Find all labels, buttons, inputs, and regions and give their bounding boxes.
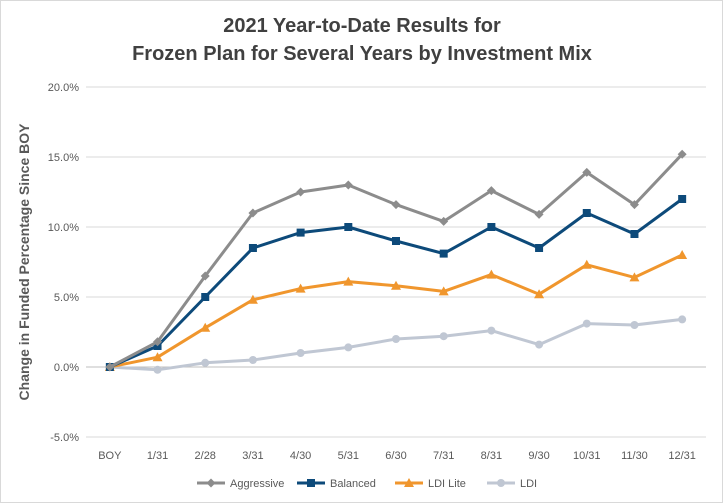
legend-label: LDI (520, 478, 537, 490)
y-tick-label: 5.0% (54, 292, 79, 304)
data-point (201, 293, 210, 301)
data-point (344, 223, 353, 231)
legend-item-balanced: Balanced (297, 478, 376, 490)
x-tick-label: 9/30 (528, 450, 549, 462)
data-point (248, 208, 258, 218)
data-point (486, 269, 497, 279)
data-point (582, 209, 591, 217)
data-point (344, 343, 353, 352)
x-tick-label: 7/31 (433, 450, 454, 462)
legend-label: Aggressive (230, 478, 284, 490)
series-line-ldi (109, 317, 683, 372)
y-axis-title: Change in Funded Percentage Since BOY (16, 123, 32, 401)
x-tick-label: 12/31 (668, 450, 696, 462)
y-tick-label: 15.0% (48, 152, 79, 164)
legend-item-ldi-lite: LDI Lite (395, 478, 466, 490)
data-point (343, 276, 354, 286)
chart-title: 2021 Year-to-Date Results for Frozen Plan… (132, 15, 592, 65)
data-point (439, 216, 449, 226)
x-tick-label: 1/31 (147, 450, 168, 462)
data-point (296, 187, 306, 197)
x-tick-label: 6/30 (385, 450, 406, 462)
data-point (677, 149, 687, 159)
data-point (152, 352, 163, 362)
data-point (248, 356, 257, 364)
data-point (153, 365, 162, 374)
data-point (582, 167, 592, 177)
data-point (629, 272, 640, 282)
legend: Aggressive Balanced LDI Lite LDI (197, 478, 537, 490)
y-tick-label: 0.0% (54, 362, 79, 374)
x-tick-label: BOY (98, 450, 122, 462)
data-point (391, 280, 401, 290)
y-tick-label: 20.0% (48, 82, 79, 94)
y-tick-label: -5.0% (50, 432, 79, 444)
data-point (581, 259, 592, 269)
legend-marker (307, 479, 315, 487)
series (104, 149, 688, 374)
gridlines (86, 86, 706, 438)
data-point (534, 209, 544, 219)
y-tick-label: 10.0% (48, 222, 79, 234)
data-point (582, 319, 591, 328)
legend-marker (404, 478, 414, 487)
data-point (200, 322, 211, 332)
data-point (296, 349, 305, 357)
data-point (296, 228, 305, 237)
x-tick-label: 2/28 (195, 450, 216, 462)
legend-marker (206, 478, 216, 488)
data-point (486, 186, 496, 196)
x-tick-label: 3/31 (242, 450, 263, 462)
data-point (201, 358, 210, 367)
data-point (534, 289, 545, 299)
data-point (487, 223, 496, 231)
series-line-ldi-lite (109, 253, 683, 369)
data-point (678, 195, 687, 203)
legend-label: Balanced (330, 478, 376, 490)
data-point (391, 200, 401, 210)
data-point (439, 332, 448, 341)
legend-marker (497, 479, 505, 487)
data-point (105, 362, 115, 372)
data-point (247, 294, 258, 304)
data-point (392, 335, 400, 343)
data-point (487, 326, 496, 335)
data-point (248, 244, 257, 252)
series-ldi-lite (104, 250, 688, 371)
data-point (677, 250, 688, 259)
data-point (343, 180, 353, 190)
series-aggressive (105, 149, 687, 372)
x-tick-label: 4/30 (290, 450, 311, 462)
series-ldi (105, 315, 687, 374)
data-point (629, 200, 639, 210)
legend-label: LDI Lite (428, 478, 466, 490)
data-point (535, 244, 544, 252)
data-point (630, 230, 639, 238)
data-point (438, 286, 449, 296)
chart-title-line-1: 2021 Year-to-Date Results for (223, 15, 501, 37)
x-tick-label: 5/31 (338, 450, 359, 462)
data-point (295, 283, 306, 293)
data-point (153, 337, 163, 347)
chart-title-line-2: Frozen Plan for Several Years by Investm… (132, 43, 592, 65)
legend-item-ldi: LDI (487, 478, 537, 490)
legend-item-aggressive: Aggressive (197, 478, 284, 490)
data-point (678, 315, 687, 324)
data-point (535, 340, 544, 349)
x-tick-label: 10/31 (573, 450, 601, 462)
y-axis-ticks: -5.0% 0.0% 5.0% 10.0% 15.0% 20.0% (48, 82, 79, 444)
x-tick-label: 11/30 (621, 450, 648, 462)
x-tick-label: 8/31 (481, 450, 502, 462)
x-axis-ticks: BOY 1/31 2/28 3/31 4/30 5/31 6/30 7/31 8/31 9/30 1… (98, 450, 696, 462)
data-point (630, 321, 639, 329)
data-point (439, 249, 448, 258)
data-point (392, 237, 400, 245)
data-point (200, 271, 210, 281)
